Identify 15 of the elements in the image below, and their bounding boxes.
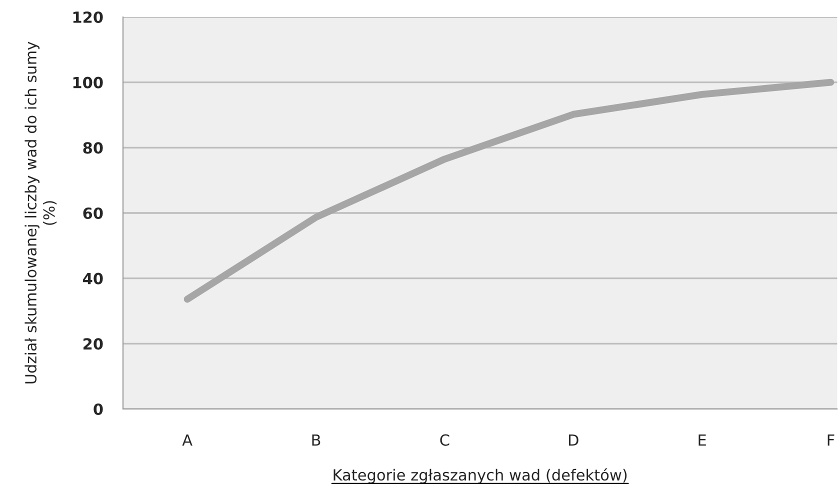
x-tick-label: D xyxy=(568,434,578,446)
x-axis-title: Kategorie zgłaszanych wad (defektów) xyxy=(334,468,627,484)
y-tick-label: 20 xyxy=(84,338,103,350)
y-axis-title: Udział skumulowanej liczby wad do ich sumy (%) xyxy=(24,42,57,384)
x-tick-label: E xyxy=(698,434,706,446)
x-tick-label: F xyxy=(828,434,834,446)
y-tick-label: 0 xyxy=(94,403,103,416)
y-tick-label: 40 xyxy=(82,272,103,284)
x-tick-label: A xyxy=(182,434,192,446)
x-tick-label: C xyxy=(440,434,450,446)
x-tick-label: B xyxy=(312,434,320,446)
y-tick-label: 60 xyxy=(83,207,103,220)
y-tick-label: 80 xyxy=(83,142,103,154)
y-tick-label: 120 xyxy=(73,11,103,24)
y-tick-label: 100 xyxy=(73,76,103,88)
